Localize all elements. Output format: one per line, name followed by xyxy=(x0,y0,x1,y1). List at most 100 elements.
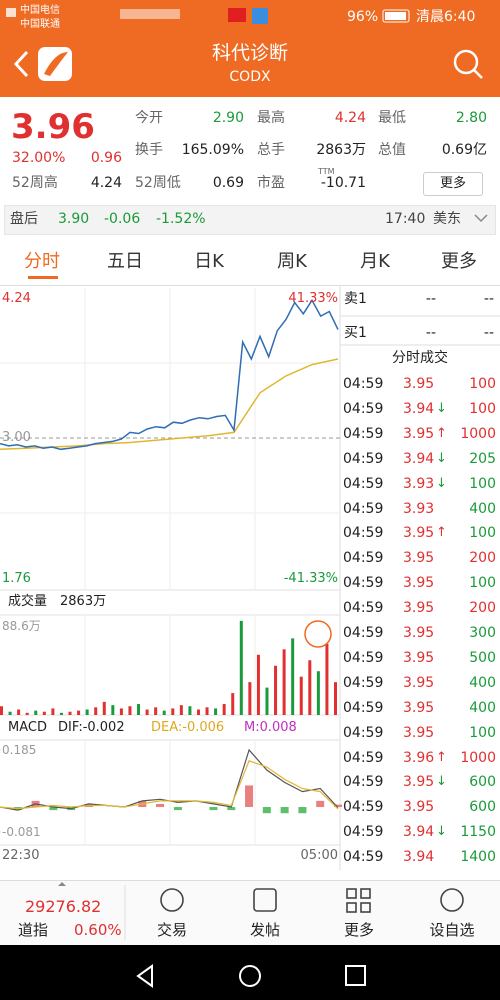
stat-value: 165.09% xyxy=(181,142,244,158)
trade-price: 3.95 xyxy=(403,625,435,641)
trade-time: 04:59 xyxy=(343,600,384,617)
tab[interactable]: 月K xyxy=(360,251,390,272)
tab[interactable]: 更多 xyxy=(441,251,477,272)
stat-label: 最低 xyxy=(378,110,406,126)
nav-back[interactable] xyxy=(136,964,153,988)
clock: 清晨6:40 xyxy=(416,9,476,25)
macd-max: 0.185 xyxy=(2,743,37,757)
macd-bar xyxy=(156,803,165,808)
stat-label: 总值 xyxy=(378,142,406,158)
trade-arrow: ↑ xyxy=(436,749,447,765)
macd-bar xyxy=(245,785,254,808)
trade-volume: 200 xyxy=(469,550,496,567)
status-icon xyxy=(120,9,180,19)
trades-title: 分时成交 xyxy=(392,350,448,366)
trade-volume: 1000 xyxy=(460,425,496,442)
bottom-button[interactable]: 设自选 xyxy=(429,921,475,939)
trade-price: 3.95 xyxy=(403,550,435,567)
ah-price: 3.90 xyxy=(58,211,90,227)
trade-volume: 1000 xyxy=(460,749,496,766)
volume-total: 2863万 xyxy=(60,594,107,609)
trade-volume: 1400 xyxy=(460,849,496,866)
avg-line xyxy=(0,358,339,451)
volume-bar xyxy=(34,710,38,715)
volume-bar xyxy=(137,704,141,715)
trade-icon[interactable] xyxy=(160,888,184,912)
volume-bar xyxy=(248,682,252,715)
trade-price: 3.94 xyxy=(403,450,435,467)
volume-bar xyxy=(256,654,260,715)
trade-price: 3.95 xyxy=(403,525,435,542)
m-label: M:0.008 xyxy=(244,720,297,735)
nav-home[interactable] xyxy=(239,965,261,987)
trade-volume: 600 xyxy=(469,799,496,816)
ask-vol: -- xyxy=(483,291,494,307)
trade-arrow: ↑ xyxy=(436,525,447,541)
tab[interactable]: 日K xyxy=(194,251,224,272)
index-name: 道指 xyxy=(18,921,49,939)
trade-arrow: ↓ xyxy=(436,824,447,840)
volume-bar xyxy=(0,706,3,715)
trade-time: 04:59 xyxy=(343,525,384,542)
trade-time: 04:59 xyxy=(343,450,384,467)
trade-price: 3.95 xyxy=(403,799,435,816)
chevron xyxy=(474,214,488,223)
trade-price: 3.95 xyxy=(403,649,435,666)
trade-time: 04:59 xyxy=(343,475,384,492)
volume-bar xyxy=(145,709,149,715)
post-icon[interactable] xyxy=(253,888,277,912)
trade-volume: 100 xyxy=(469,400,496,417)
tab-underline xyxy=(28,276,58,279)
trade-time: 04:59 xyxy=(343,749,384,766)
more-button[interactable]: 更多 xyxy=(423,172,483,196)
tab[interactable]: 五日 xyxy=(107,251,143,272)
macd-bar xyxy=(262,807,271,814)
watch-icon[interactable] xyxy=(440,888,464,912)
pct-bottom: -41.33% xyxy=(283,571,338,586)
trade-volume: 400 xyxy=(469,699,496,716)
status-icon xyxy=(6,8,16,17)
volume-bar xyxy=(111,705,115,715)
tab[interactable]: 分时 xyxy=(24,251,60,272)
macd-bar xyxy=(209,807,218,811)
volume-bar xyxy=(128,706,132,715)
trade-price: 3.94 xyxy=(403,824,435,841)
volume-bar xyxy=(222,704,226,715)
trade-volume: 100 xyxy=(469,475,496,492)
more-icon[interactable] xyxy=(346,888,371,913)
bottom-button[interactable]: 更多 xyxy=(343,921,374,939)
trade-arrow: ↓ xyxy=(436,450,447,466)
dea-line xyxy=(0,760,339,810)
expand-button[interactable] xyxy=(304,620,332,648)
volume-bar xyxy=(274,665,278,715)
dropdown[interactable] xyxy=(474,213,488,223)
y-max-label: 4.24 xyxy=(2,291,31,306)
macd-bar xyxy=(316,800,325,808)
trade-time: 04:59 xyxy=(343,550,384,567)
trade-volume: 1150 xyxy=(460,824,496,841)
time-end: 05:00 xyxy=(300,848,338,863)
bottom-button[interactable]: 交易 xyxy=(156,921,187,939)
volume-bar xyxy=(239,620,243,715)
volume-bar xyxy=(308,660,312,715)
trade-price: 3.95 xyxy=(403,575,435,592)
trade-time: 04:59 xyxy=(343,575,384,592)
trade-time: 04:59 xyxy=(343,824,384,841)
volume-bar xyxy=(68,711,72,715)
tab[interactable]: 周K xyxy=(277,251,307,272)
back-button[interactable] xyxy=(13,50,29,78)
macd-bar xyxy=(227,807,236,811)
price-line xyxy=(0,298,339,451)
trade-time: 04:59 xyxy=(343,649,384,666)
bottom-button[interactable]: 发帖 xyxy=(249,921,280,939)
divider xyxy=(0,285,500,286)
volume-bar xyxy=(205,707,209,715)
search-button[interactable] xyxy=(453,49,479,75)
trade-arrow: ↓ xyxy=(436,774,447,790)
ref-label: 3.00 xyxy=(2,430,31,445)
y-min-label: 1.76 xyxy=(2,571,31,586)
nav-recent[interactable] xyxy=(345,965,366,986)
ah-label: 盘后 xyxy=(10,211,38,227)
stock-code: CODX xyxy=(229,69,271,85)
